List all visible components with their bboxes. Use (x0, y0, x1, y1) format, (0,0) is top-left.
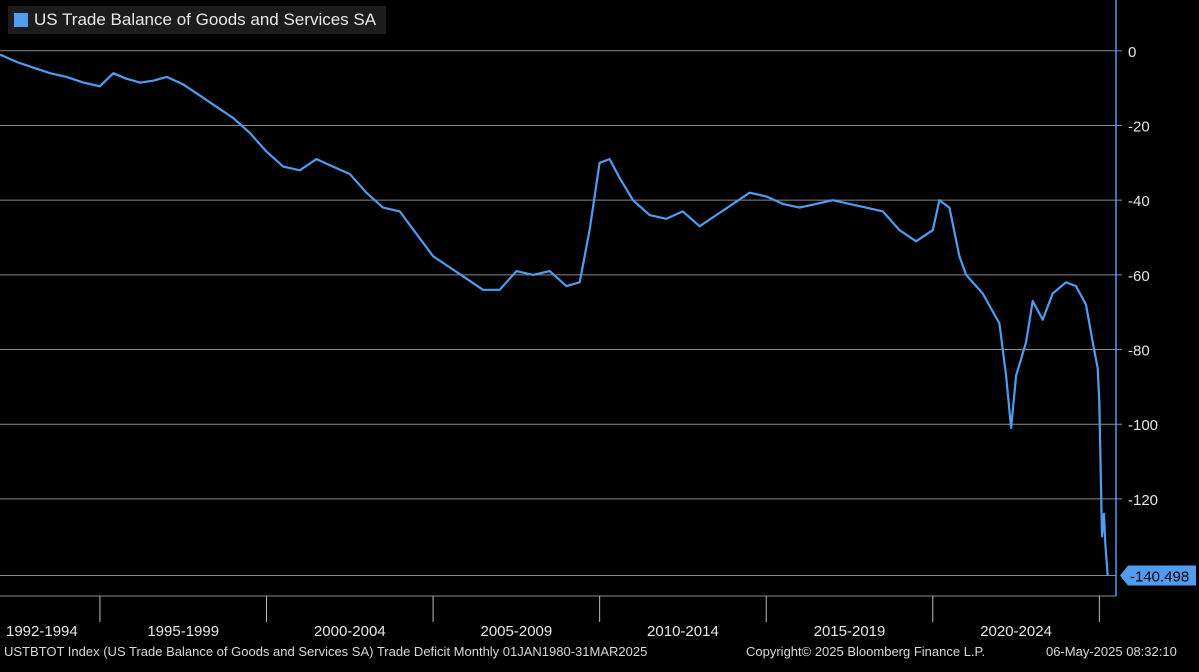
footer: USTBTOT Index (US Trade Balance of Goods… (0, 642, 1199, 672)
axes (0, 0, 1122, 622)
x-tick-label: 1995-1999 (147, 623, 219, 640)
x-tick-label: 2000-2004 (314, 623, 386, 640)
y-tick-label: -100 (1128, 417, 1158, 434)
y-tick-label: -60 (1128, 268, 1150, 285)
labels: 0 -20 -40 -60 -80 -100 -120 1992-1994 1995-1999 2… (6, 44, 1196, 640)
legend-swatch (14, 13, 28, 27)
series-line (0, 53, 1109, 576)
y-tick-label: -80 (1128, 343, 1150, 360)
legend: US Trade Balance of Goods and Services S… (8, 6, 387, 34)
footer-description: USTBTOT Index (US Trade Balance of Goods… (4, 644, 648, 659)
last-value-tag (1120, 565, 1196, 586)
x-tick-label: 1992-1994 (6, 623, 78, 640)
x-tick-label: 2010-2014 (647, 623, 719, 640)
footer-timestamp: 06-May-2025 08:32:10 (1046, 644, 1177, 659)
y-tick-label: -120 (1128, 492, 1158, 509)
x-tick-label: 2015-2019 (814, 623, 886, 640)
y-tick-label: 0 (1128, 44, 1136, 61)
y-tick-label: -20 (1128, 118, 1150, 135)
x-tick-label: 2020-2024 (980, 623, 1052, 640)
gridlines (0, 50, 1116, 576)
y-tick-label: -40 (1128, 193, 1150, 210)
last-value-label: -140.498 (1130, 568, 1189, 585)
x-tick-label: 2005-2009 (480, 623, 552, 640)
footer-copyright: Copyright© 2025 Bloomberg Finance L.P. (746, 644, 986, 659)
legend-label: US Trade Balance of Goods and Services S… (34, 10, 377, 29)
series-layer (0, 53, 1109, 576)
